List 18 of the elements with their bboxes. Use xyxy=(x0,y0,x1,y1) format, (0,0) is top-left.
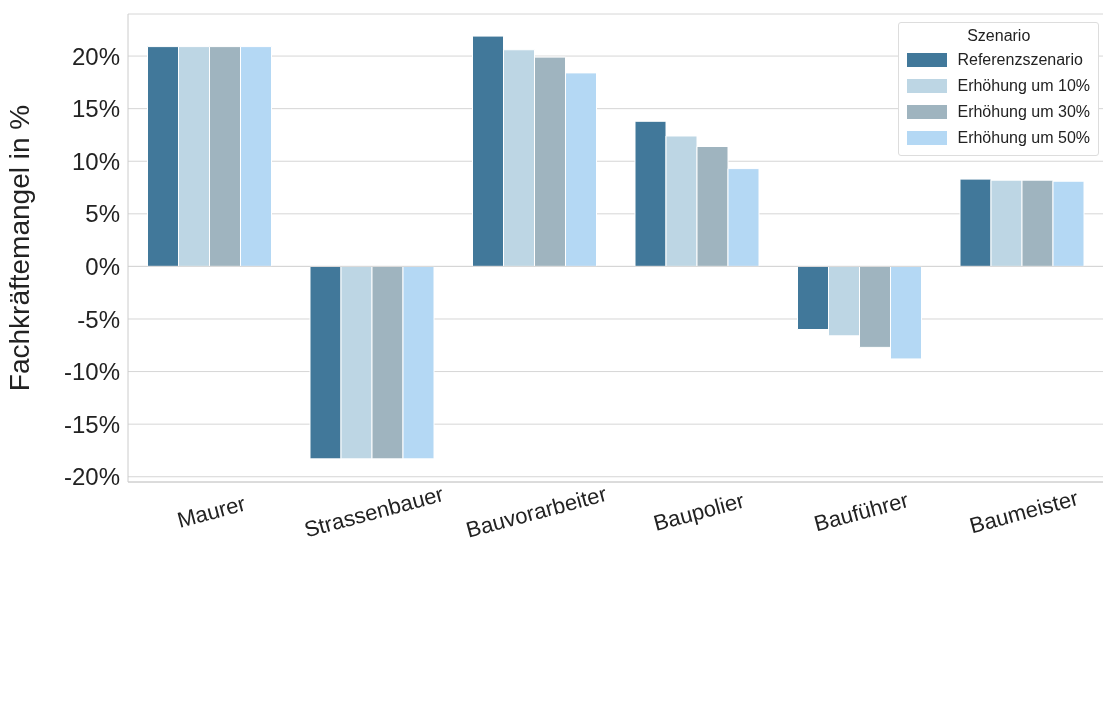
y-tick-label: -5% xyxy=(77,305,120,333)
y-tick-label: 10% xyxy=(71,147,120,175)
x-tick-label: Baupolier xyxy=(650,487,747,536)
legend-label: Erhöhung um 30% xyxy=(957,102,1090,122)
legend-label: Erhöhung um 50% xyxy=(957,128,1090,148)
y-tick-label: -15% xyxy=(63,410,120,438)
y-tick-label: -20% xyxy=(63,463,120,491)
y-tick-label: -10% xyxy=(63,358,120,386)
legend-label: Referenzszenario xyxy=(957,50,1083,70)
y-tick-label: 20% xyxy=(71,42,120,70)
x-tick-label: Maurer xyxy=(174,490,249,533)
y-tick-label: 0% xyxy=(85,252,120,280)
y-tick-label: 15% xyxy=(71,95,120,123)
legend-title: Szenario xyxy=(966,27,1032,45)
y-axis-title: Fachkräftemangel in % xyxy=(3,104,35,392)
x-tick-label: Bauführer xyxy=(811,487,912,537)
y-tick-label: 5% xyxy=(85,200,120,228)
legend-label: Erhöhung um 10% xyxy=(957,76,1090,96)
